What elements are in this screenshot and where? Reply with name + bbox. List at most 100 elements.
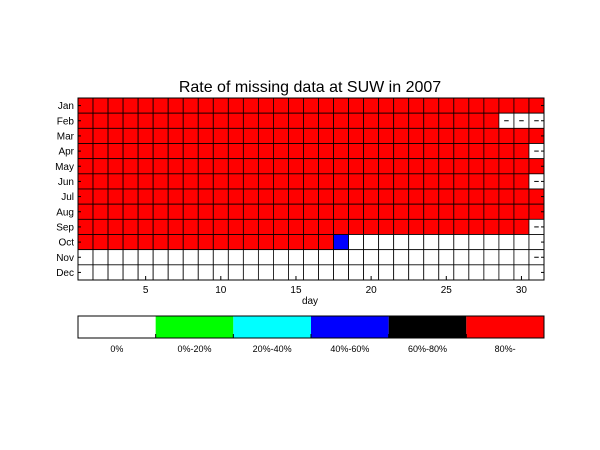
heatmap-cell [107,158,124,175]
heatmap-cell [468,173,485,190]
heatmap-cell [167,112,184,129]
heatmap-cell [363,112,380,129]
heatmap-cell [393,218,410,235]
heatmap-cell [92,97,109,114]
heatmap-cell [498,249,515,266]
heatmap-cell [453,97,470,114]
heatmap-cell [483,203,500,220]
colorbar-swatch [78,316,156,338]
heatmap-cell [498,234,515,251]
heatmap-cell [438,234,455,251]
heatmap-cell [242,97,259,114]
day-tick-labels: 5 10 15 20 25 30 [143,285,528,296]
heatmap-cell [182,127,199,144]
heatmap-cell [363,158,380,175]
heatmap-cell [137,143,154,160]
heatmap-cell [167,249,184,266]
heatmap-cell [242,203,259,220]
heatmap-cell [227,158,244,175]
month-labels: Jan Feb Mar Apr May Jun Jul Aug Sep Oct Nov Dec [55,101,75,279]
heatmap-cell [393,143,410,160]
heatmap-cell [92,173,109,190]
heatmap-cell [423,188,440,205]
heatmap-cell [288,158,304,175]
heatmap-cell [303,173,319,190]
heatmap-cell [348,218,365,235]
heatmap-cell [92,188,109,205]
heatmap-cell [212,249,229,266]
heatmap-cell [408,249,425,266]
heatmap-cell [468,234,485,251]
heatmap-cell [212,173,229,190]
heatmap-cell [242,158,259,175]
heatmap-cell [318,112,334,129]
heatmap-cell [92,203,109,220]
heatmap-cell [513,249,530,266]
heatmap-cell [122,112,139,129]
heatmap-cell [242,127,259,144]
heatmap-cell [333,173,349,190]
heatmap-cell [273,143,289,160]
heatmap-cell [363,143,380,160]
heatmap-cell [363,203,380,220]
heatmap-cell [288,127,304,144]
month-label: Feb [57,116,75,127]
heatmap-cell [152,218,169,235]
heatmap-cell [333,158,349,175]
heatmap-cell [122,264,139,281]
heatmap-cell [453,203,470,220]
heatmap-cell [197,143,214,160]
colorbar-label: 0% [110,344,123,354]
heatmap-cell [273,158,289,175]
colorbar-label: 60%-80% [408,344,447,354]
heatmap-cell [408,143,425,160]
heatmap-cell [378,188,395,205]
heatmap-cell [257,264,274,281]
heatmap-cell [453,249,470,266]
heatmap-cell [182,264,199,281]
heatmap-cell [197,203,214,220]
heatmap-cell [453,173,470,190]
heatmap-cell [137,188,154,205]
heatmap-cell [513,173,530,190]
month-label: Dec [56,268,74,279]
heatmap-cell [468,203,485,220]
heatmap-cell [513,158,530,175]
heatmap-cell [152,173,169,190]
heatmap-cell [393,203,410,220]
heatmap-cell [288,143,304,160]
heatmap-cell [468,97,485,114]
heatmap-cell [498,218,515,235]
heatmap-cell [182,143,199,160]
heatmap-cell [273,188,289,205]
heatmap-cell [438,112,455,129]
heatmap-cell [393,264,410,281]
colorbar-label: 40%-60% [330,344,369,354]
heatmap-cell [468,158,485,175]
heatmap-cell [212,188,229,205]
heatmap-cell [423,97,440,114]
heatmap-cell [92,234,109,251]
heatmap-cell [498,97,515,114]
heatmap-cell [197,158,214,175]
month-label: Sep [56,222,74,233]
heatmap-cell [378,218,395,235]
heatmap-cell [393,112,410,129]
month-label: May [55,162,74,173]
heatmap-cell [318,249,334,266]
heatmap-cell [303,249,319,266]
month-label: Oct [58,238,74,249]
heatmap-cell [438,218,455,235]
heatmap-cell [498,264,515,281]
heatmap-cell [107,173,124,190]
heatmap-cell [288,249,304,266]
heatmap-cell [257,158,274,175]
heatmap-cell [273,249,289,266]
heatmap-cell [378,97,395,114]
plot-frame [77,97,545,281]
heatmap-cell [423,173,440,190]
heatmap-cell [408,173,425,190]
heatmap-cell [423,249,440,266]
heatmap-cell [197,218,214,235]
heatmap-cell [242,143,259,160]
